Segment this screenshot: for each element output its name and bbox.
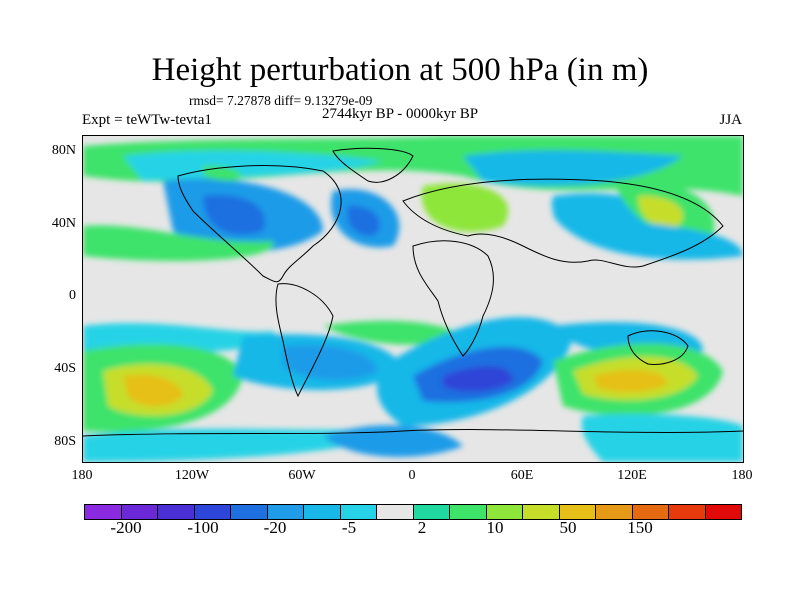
anomaly-region [581, 414, 743, 462]
colorbar-swatch [596, 505, 633, 519]
anomaly-region [323, 320, 463, 345]
colorbar-label: -5 [341, 518, 357, 537]
coastline-north-america [177, 165, 342, 283]
lon-label: 120E [617, 468, 647, 483]
anomaly-region [283, 344, 378, 381]
season-label: JJA [719, 112, 742, 128]
colorbar-swatch [158, 505, 195, 519]
coastline-australia [627, 330, 689, 365]
lon-label: 0 [408, 468, 416, 483]
colorbar-swatch [194, 505, 231, 519]
experiment-label: Expt = teWTw-tevta1 [82, 112, 212, 128]
coastline-africa [412, 240, 494, 357]
coastline-greenland [332, 147, 414, 183]
colorbar-swatch [413, 505, 450, 519]
lon-label: 120W [174, 468, 210, 483]
coastline-antarctica [83, 429, 743, 437]
lat-label: 80S [54, 434, 76, 449]
lat-label: 80N [51, 143, 76, 158]
lon-label: 60E [510, 468, 534, 483]
colorbar-label: -200 [110, 518, 142, 537]
anomaly-region [123, 374, 183, 407]
colorbar-label: 150 [627, 518, 653, 537]
lon-label: 60W [288, 468, 316, 483]
colorbar-swatch [340, 505, 377, 519]
map-panel [82, 135, 744, 463]
lat-label: 40N [51, 216, 76, 231]
lat-label: 0 [69, 288, 76, 303]
chart-title: Height perturbation at 500 hPa (in m) [151, 52, 649, 88]
anomaly-region [443, 366, 513, 392]
colorbar-swatch [523, 505, 560, 519]
lat-label: 40S [54, 361, 76, 376]
colorbar-label: 50 [559, 518, 577, 537]
colorbar-swatch [450, 505, 487, 519]
colorbar-swatch [632, 505, 669, 519]
colorbar-label: -100 [187, 518, 219, 537]
coastline-south-america [275, 283, 334, 398]
colorbar-label: 2 [417, 518, 427, 537]
anomaly-region [83, 225, 274, 261]
anomaly-region [421, 183, 509, 232]
colorbar-swatch [705, 505, 741, 519]
anomaly-region [593, 369, 668, 393]
coastline-eurasia [402, 178, 724, 268]
lon-label: 180 [731, 468, 753, 483]
anomaly-region [553, 216, 743, 260]
colorbar-label: 10 [486, 518, 504, 537]
map-field [83, 136, 743, 462]
colorbar-swatch [267, 505, 304, 519]
colorbar-swatch [85, 505, 122, 519]
anomaly-region [638, 195, 684, 228]
colorbar-swatch [304, 505, 341, 519]
colorbar-swatch [559, 505, 596, 519]
anomaly-region [202, 165, 242, 181]
colorbar-swatch [486, 505, 523, 519]
colorbar-swatch [121, 505, 158, 519]
lon-label: 180 [71, 468, 93, 483]
anomaly-region [203, 195, 265, 235]
colorbar-swatch [377, 505, 414, 519]
time-range-subtitle: 2744kyr BP - 0000kyr BP [321, 106, 479, 122]
colorbar [84, 504, 742, 520]
anomaly-region [347, 205, 380, 236]
anomaly-region [463, 150, 683, 186]
colorbar-swatch [669, 505, 706, 519]
coastlines [83, 147, 743, 437]
colorbar-label: -20 [263, 518, 287, 537]
stats-line: rmsd= 7.27878 diff= 9.13279e-09 [189, 93, 373, 108]
colorbar-swatch [231, 505, 268, 519]
